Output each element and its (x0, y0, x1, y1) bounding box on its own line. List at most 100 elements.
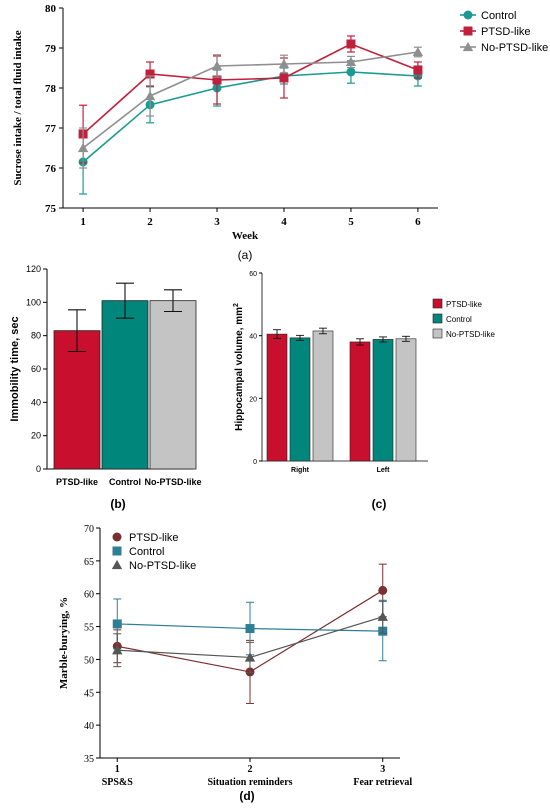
data-point (413, 65, 423, 75)
y-tick-label: 70 (84, 524, 94, 535)
y-tick-label: 80 (45, 3, 57, 15)
y-axis-title: Hippocampal volume, mm2 (233, 303, 245, 431)
y-tick-label: 35 (84, 754, 94, 765)
x-tick-label: 2 (248, 764, 253, 775)
legend-swatch (432, 313, 443, 324)
series-line (82, 43, 419, 135)
legend-marker (111, 559, 123, 570)
x-tick-label: Right (291, 467, 310, 474)
data-point (212, 75, 222, 85)
x-tick-label: No-PTSD-like (144, 477, 201, 487)
series-line (82, 51, 419, 149)
x-tick-label: 3 (214, 216, 220, 228)
x-tick-label: 6 (415, 216, 421, 228)
y-tick-label: 40 (84, 721, 94, 732)
y-tick-label: 20 (31, 431, 41, 441)
data-point (112, 619, 122, 629)
data-point (377, 611, 388, 621)
legend-marker (462, 41, 474, 52)
legend-label: No-PTSD-like (129, 560, 196, 572)
series-line (82, 71, 418, 163)
bar (372, 339, 394, 462)
y-tick-label: 55 (84, 623, 94, 634)
x-tick-sublabel: Situation reminders (207, 777, 292, 788)
data-point (145, 69, 155, 79)
data-point (211, 60, 223, 71)
data-point (412, 46, 424, 57)
bar (266, 333, 288, 462)
x-tick-label: Left (377, 467, 391, 474)
legend-marker (463, 10, 473, 20)
y-tick-label: 0 (253, 459, 257, 466)
legend-label: Control (129, 546, 164, 558)
panel-label: (c) (372, 497, 387, 511)
x-tick-label: 3 (380, 764, 385, 775)
y-tick-label: 40 (31, 397, 41, 407)
y-axis-title: Sucrose intake / total fluid intake (12, 30, 24, 185)
y-tick-label: 0 (36, 464, 41, 474)
x-axis-title: Week (232, 230, 259, 242)
data-point (279, 73, 289, 83)
y-axis-title: Marble-burying, % (58, 597, 70, 689)
legend-label: No-PTSD-like (481, 42, 548, 54)
legend-label: PTSD-like (481, 26, 531, 38)
y-tick-label: 20 (249, 396, 257, 403)
y-tick-label: 45 (84, 688, 94, 699)
x-tick-label: 2 (147, 216, 153, 228)
bar (349, 341, 371, 462)
y-tick-label: 77 (45, 123, 57, 135)
data-point (278, 58, 290, 69)
panel-label: (a) (238, 248, 253, 262)
legend-swatch (432, 328, 443, 339)
y-tick-label: 65 (84, 557, 94, 568)
x-tick-label: 4 (281, 216, 287, 228)
bar (149, 300, 197, 470)
data-point (345, 56, 357, 67)
x-tick-label: PTSD-like (56, 477, 98, 487)
y-tick-label: 60 (249, 271, 257, 278)
data-point (245, 624, 255, 634)
y-tick-label: 50 (84, 655, 94, 666)
data-point (346, 67, 356, 77)
y-tick-label: 76 (45, 163, 57, 175)
legend-label: Control (481, 10, 516, 22)
y-tick-label: 79 (45, 43, 57, 55)
x-tick-label: 5 (348, 216, 354, 228)
y-tick-label: 100 (26, 297, 41, 307)
y-tick-label: 80 (31, 331, 41, 341)
y-tick-label: 78 (45, 83, 57, 95)
x-tick-label: 1 (80, 216, 86, 228)
legend-swatch (432, 298, 443, 309)
data-point (144, 90, 156, 101)
legend-marker (112, 532, 122, 542)
y-tick-label: 60 (31, 364, 41, 374)
panel-label: (b) (110, 497, 125, 511)
panel-label: (d) (239, 789, 254, 803)
y-tick-label: 120 (26, 264, 41, 274)
y-tick-label: 75 (45, 203, 57, 215)
y-tick-label: 40 (249, 334, 257, 341)
legend-label: PTSD-like (129, 532, 179, 544)
x-tick-label: Control (109, 477, 141, 487)
data-point (112, 645, 123, 655)
y-axis-title-superscript: 2 (233, 303, 240, 307)
bar (101, 300, 149, 470)
bar (312, 330, 334, 462)
y-tick-label: 60 (84, 590, 94, 601)
data-point (77, 142, 89, 153)
bar (53, 330, 101, 470)
legend-marker (112, 546, 122, 556)
y-axis-title: Immobility time, sec (9, 316, 21, 421)
legend-label: No-PTSD-like (446, 330, 495, 339)
data-point (244, 652, 256, 662)
data-point (378, 585, 388, 595)
legend-label: PTSD-like (446, 300, 483, 309)
bar (289, 337, 311, 462)
bar (395, 338, 417, 462)
legend-marker (463, 26, 473, 36)
x-tick-label: 1 (115, 764, 120, 775)
y-axis-title-text: Hippocampal volume, mm (234, 307, 245, 431)
x-tick-sublabel: Fear retrieval (353, 777, 412, 788)
legend-label: Control (446, 315, 472, 324)
